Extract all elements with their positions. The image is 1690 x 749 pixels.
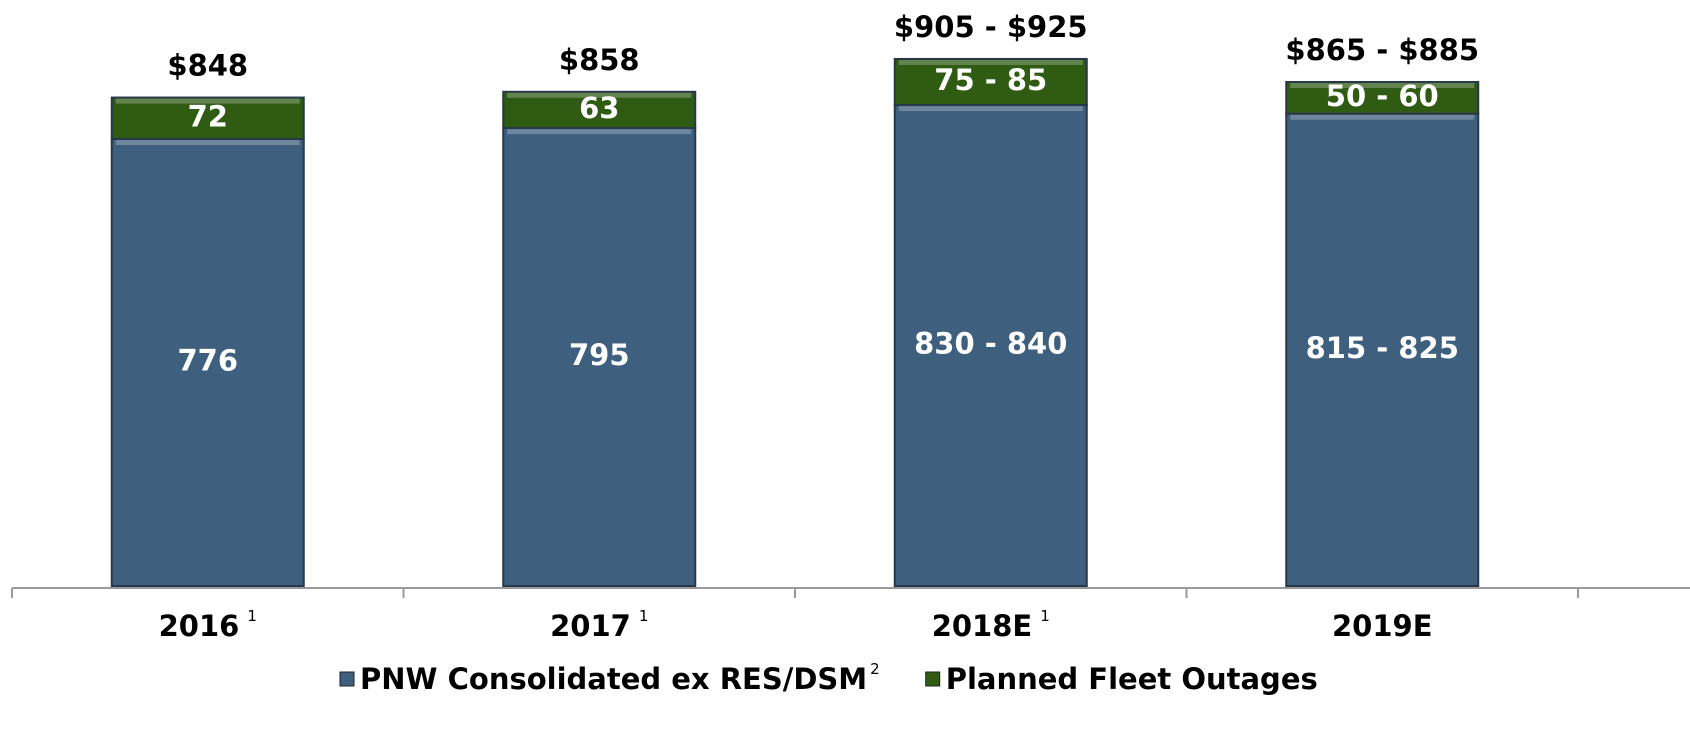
bar-segment <box>110 96 305 141</box>
legend-swatch <box>339 671 355 687</box>
x-tick-label: 2016 1 <box>159 607 257 644</box>
value-label: 72 <box>188 99 228 133</box>
x-tick-label: 2018E 1 <box>932 607 1050 644</box>
x-tick-label: 2017 1 <box>550 607 648 644</box>
category: 2018E <box>932 609 1033 643</box>
total-label: $905 - $925 <box>894 10 1088 44</box>
total-label: $858 <box>559 43 640 77</box>
category: 2019E <box>1332 609 1433 643</box>
total-label: $848 <box>167 49 248 83</box>
legend-name: PNW Consolidated ex RES/DSM <box>360 662 867 696</box>
legend-name: Planned Fleet Outages <box>946 662 1318 696</box>
bar-highlight <box>115 98 300 104</box>
value-label: 776 <box>177 344 238 378</box>
value-label: 815 - 825 <box>1306 331 1459 365</box>
total-label: $865 - $885 <box>1285 33 1479 67</box>
legend-label: Planned Fleet Outages <box>946 662 1318 696</box>
bar-segment <box>1285 81 1480 115</box>
legend-label: PNW Consolidated ex RES/DSM 2 <box>360 660 880 697</box>
bar-highlight <box>1290 83 1475 88</box>
bar-segment <box>893 104 1088 587</box>
bar-segment <box>110 138 305 588</box>
legend-swatch <box>925 671 941 687</box>
value-label: 63 <box>579 91 619 125</box>
bar-segment <box>893 57 1088 107</box>
bar-highlight <box>507 129 692 135</box>
bar-highlight <box>1290 114 1475 120</box>
x-tick-label: 2019E <box>1332 609 1433 643</box>
value-label: 75 - 85 <box>934 63 1047 97</box>
value-label: 50 - 60 <box>1326 79 1439 113</box>
footnote-marker: 2 <box>870 660 880 678</box>
bar-highlight <box>507 92 692 98</box>
category: 2017 <box>550 609 631 643</box>
bar-highlight <box>898 59 1083 65</box>
value-label: 795 <box>569 338 630 372</box>
bar-segment <box>502 127 697 588</box>
value-label: 830 - 840 <box>914 327 1067 361</box>
bar-highlight <box>115 140 300 146</box>
bar-segment <box>1285 112 1480 588</box>
footnote-marker: 1 <box>247 607 257 625</box>
bar-highlight <box>898 106 1083 112</box>
category: 2016 <box>159 609 240 643</box>
bar-segment <box>502 90 697 130</box>
footnote-marker: 1 <box>639 607 649 625</box>
footnote-marker: 1 <box>1040 607 1050 625</box>
